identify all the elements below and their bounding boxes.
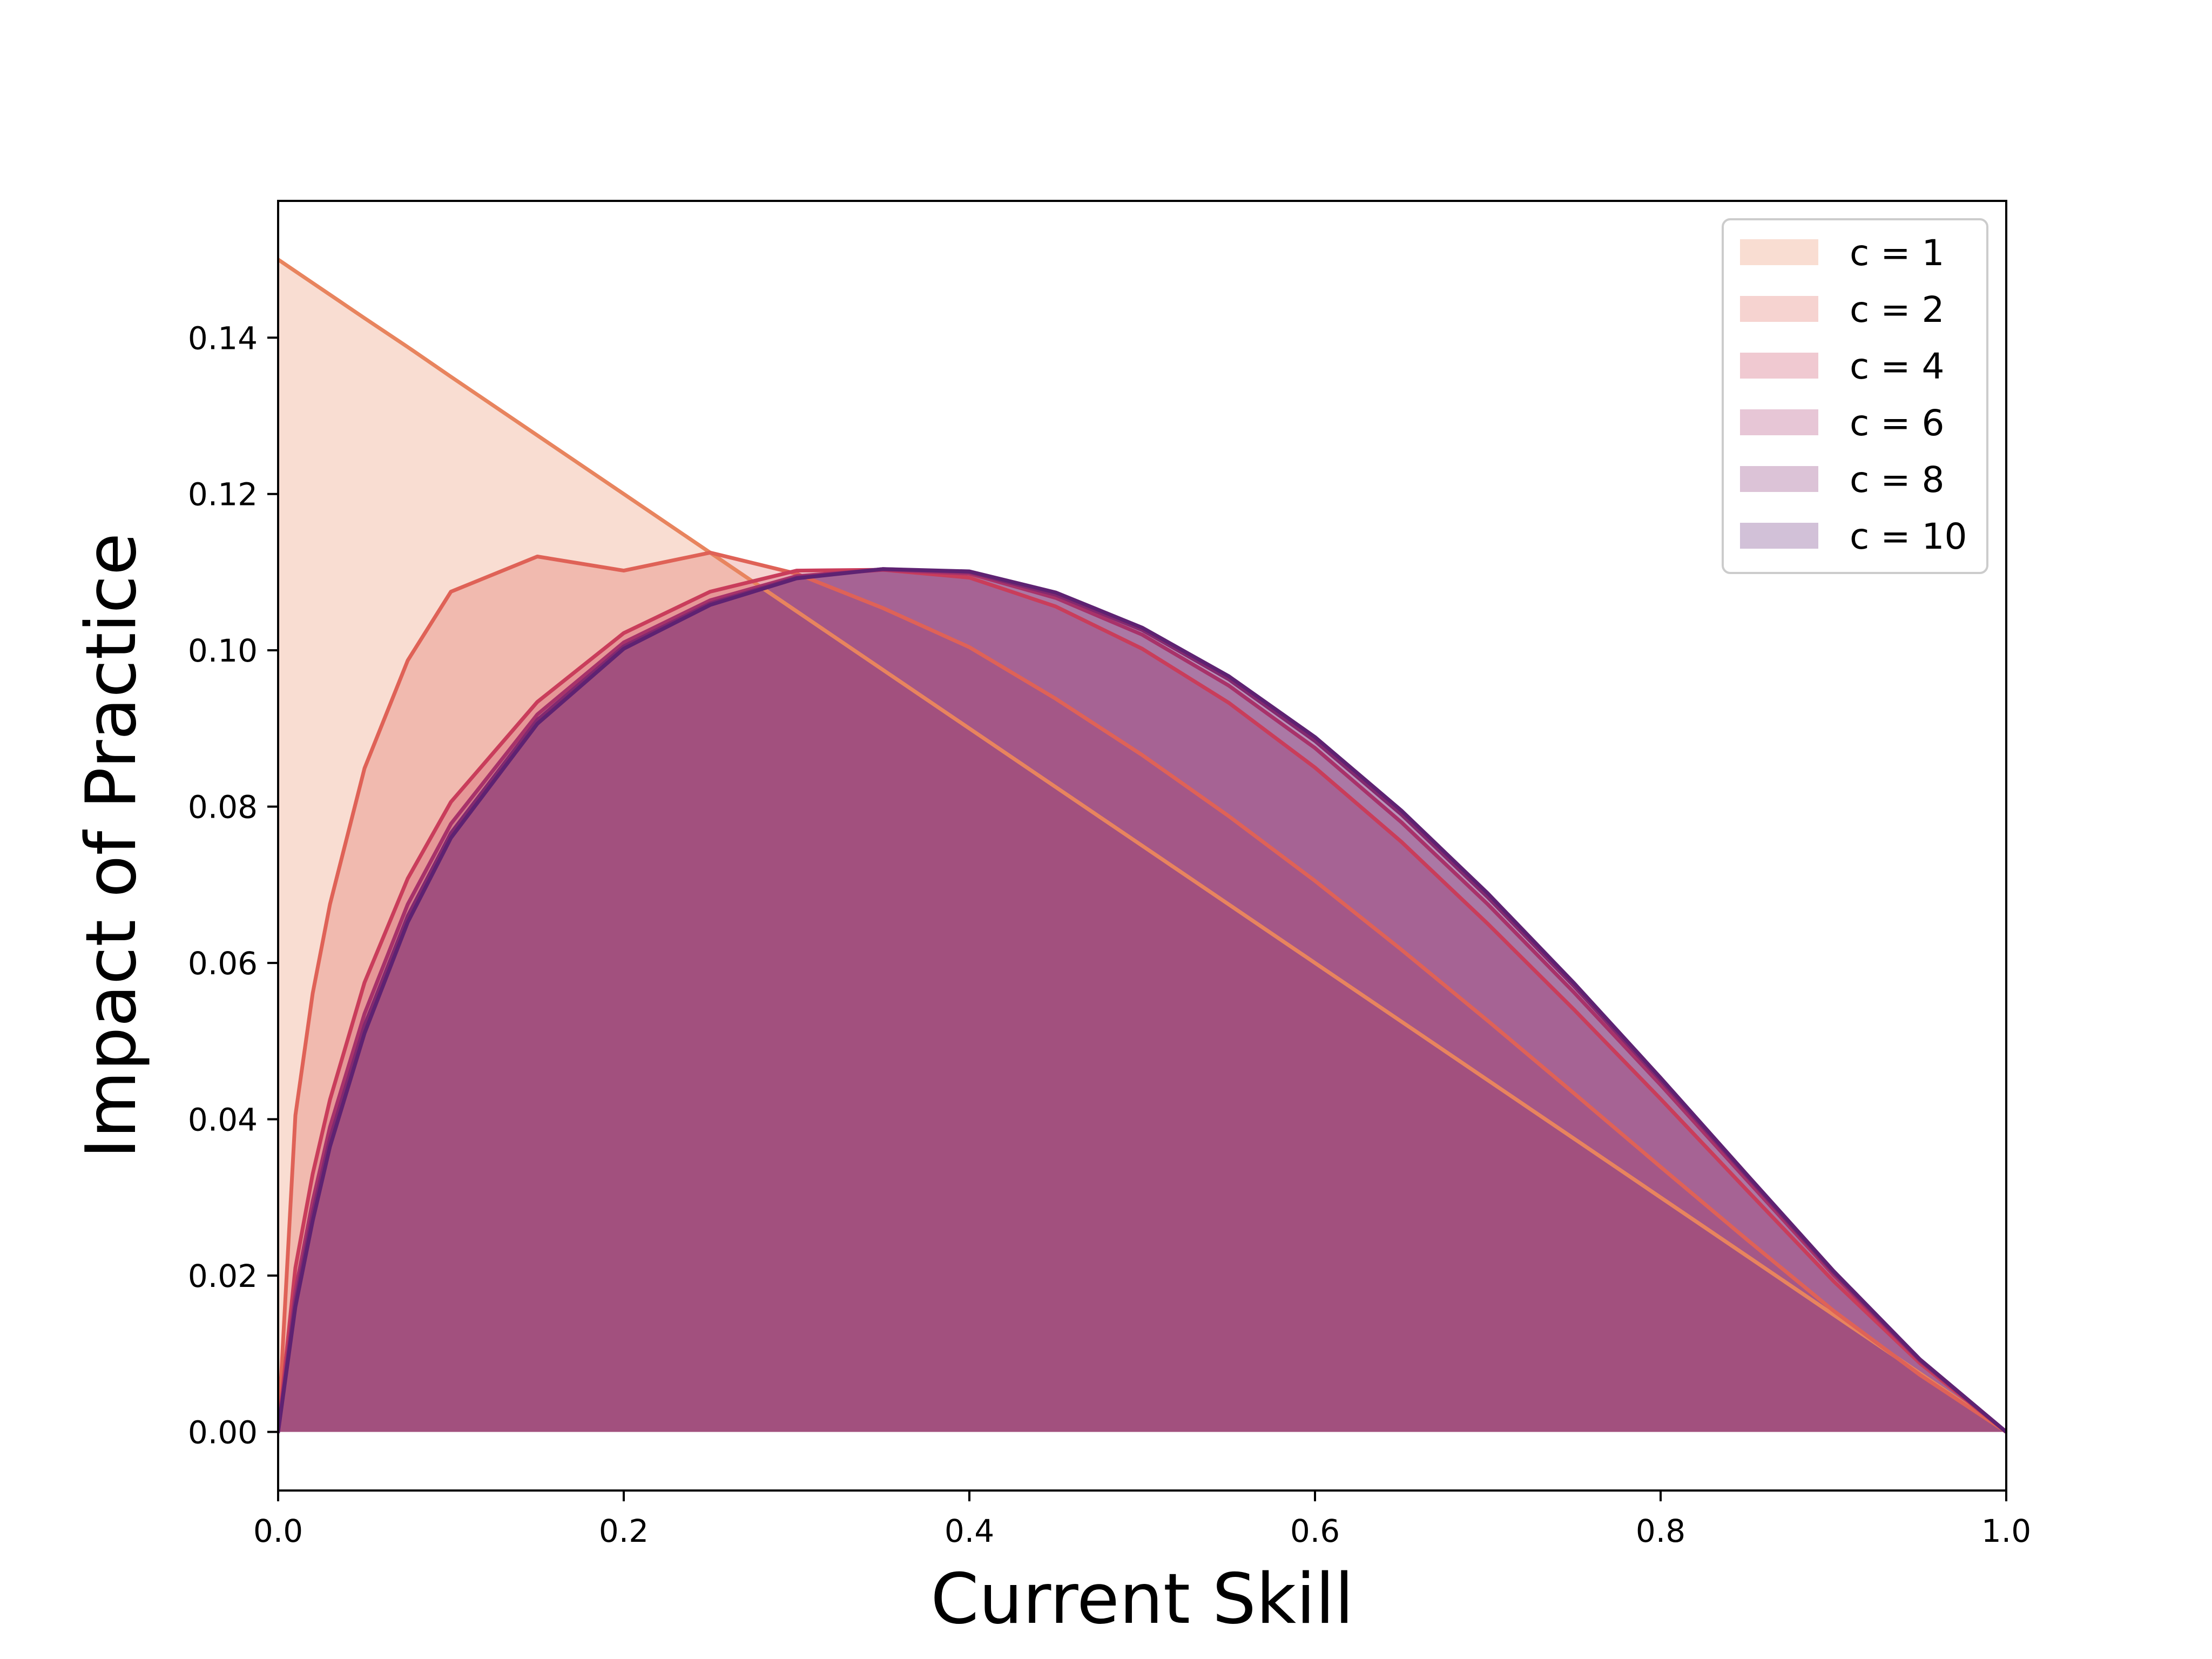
series-line-2 xyxy=(278,550,2006,1434)
legend-swatch-4 xyxy=(1740,409,1818,435)
legend-label-1: c = 1 xyxy=(1850,232,1945,274)
y-tick-label: 0.06 xyxy=(188,945,258,982)
y-tick-label: 0.00 xyxy=(188,1414,258,1451)
y-tick-label: 0.02 xyxy=(188,1258,258,1294)
legend-frame xyxy=(1722,218,1988,574)
x-tick-label: 0.2 xyxy=(599,1513,649,1549)
y-axis: 0.00 0.02 0.04 0.06 0.08 0.10 0.12 0.14 xyxy=(188,320,278,1451)
series-lines xyxy=(278,258,2006,1434)
series-line-6 xyxy=(278,567,2006,1434)
series-area-2 xyxy=(278,552,2006,1432)
legend-swatch-5 xyxy=(1740,466,1818,492)
legend-swatch-2 xyxy=(1740,296,1818,322)
x-axis-title: Current Skill xyxy=(930,1559,1354,1640)
y-tick-label: 0.10 xyxy=(188,632,258,669)
plot-frame xyxy=(277,200,2007,1492)
x-tick-label: 1.0 xyxy=(1981,1513,2031,1549)
x-axis: 0.0 0.2 0.4 0.6 0.8 1.0 xyxy=(253,1491,2031,1549)
legend-label-3: c = 4 xyxy=(1850,346,1945,387)
x-tick-label: 0.6 xyxy=(1290,1513,1340,1549)
series-area-6 xyxy=(278,569,2006,1432)
legend-label-2: c = 2 xyxy=(1850,289,1945,331)
y-tick-label: 0.14 xyxy=(188,320,258,356)
legend: c = 1 c = 2 c = 4 c = 6 c = 8 c = 10 xyxy=(1722,218,1988,574)
series-line-3 xyxy=(278,568,2006,1434)
y-axis-title: Impact of Practice xyxy=(71,533,152,1159)
legend-label-5: c = 8 xyxy=(1850,459,1945,501)
legend-swatch-3 xyxy=(1740,353,1818,379)
y-tick-label: 0.04 xyxy=(188,1102,258,1138)
legend-label-6: c = 10 xyxy=(1850,516,1967,557)
x-tick-label: 0.0 xyxy=(253,1513,303,1549)
x-tick-label: 0.4 xyxy=(945,1513,994,1549)
y-tick-label: 0.08 xyxy=(188,789,258,826)
series-area-4 xyxy=(278,570,2006,1432)
series-area-3 xyxy=(278,570,2006,1432)
series-line-1 xyxy=(278,258,2006,1434)
series-area-5 xyxy=(278,569,2006,1432)
x-tick-label: 0.8 xyxy=(1636,1513,1685,1549)
y-tick-label: 0.12 xyxy=(188,476,258,513)
legend-label-4: c = 6 xyxy=(1850,402,1945,444)
legend-swatch-6 xyxy=(1740,523,1818,549)
legend-swatch-1 xyxy=(1740,239,1818,265)
